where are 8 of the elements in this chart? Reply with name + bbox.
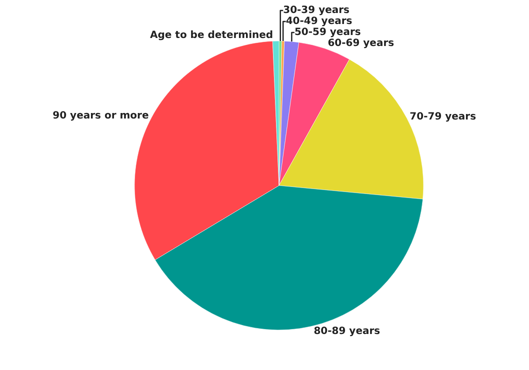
slice-label: 40-49 years bbox=[286, 16, 352, 28]
slice-label: 60-69 years bbox=[328, 38, 394, 50]
slice-label: 90 years or more bbox=[52, 110, 149, 122]
slice-label: 30-39 years bbox=[283, 5, 350, 16]
slice-label: 50-59 years bbox=[294, 27, 361, 38]
slice-label: Age to be determined bbox=[150, 30, 274, 42]
slice-label: 70-79 years bbox=[410, 112, 476, 123]
slice-label: 80-89 years bbox=[314, 326, 380, 338]
